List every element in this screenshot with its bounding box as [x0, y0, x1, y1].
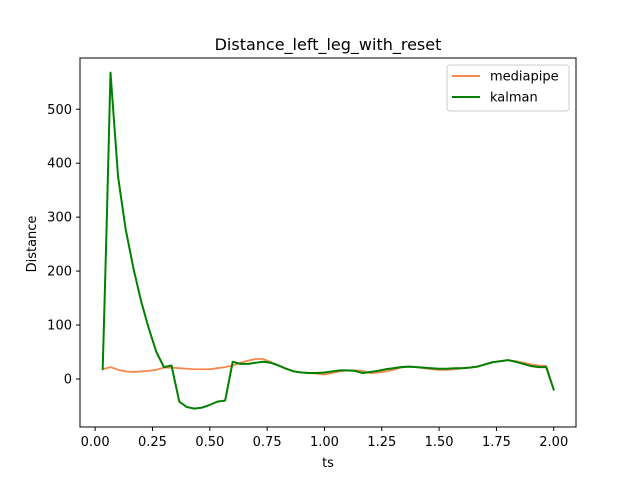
y-axis: 0 100 200 300 400 500: [47, 103, 80, 387]
x-tick-label: 1.25: [367, 435, 396, 450]
x-tick-label: 1.75: [482, 435, 511, 450]
legend-label-kalman: kalman: [490, 91, 538, 106]
x-axis: 0.00 0.25 0.50 0.75 1.00 1.25 1.50 1.75 2.00: [81, 427, 568, 450]
y-tick-label: 0: [64, 372, 72, 387]
x-tick-label: 0.00: [81, 435, 110, 450]
axes-frame: [79, 57, 577, 428]
y-tick-label: 300: [47, 211, 72, 226]
chart-title: Distance_left_leg_with_reset: [215, 35, 442, 55]
y-tick-label: 100: [47, 319, 72, 334]
x-tick-label: 1.50: [425, 435, 454, 450]
x-tick-label: 2.00: [539, 435, 568, 450]
series-line-kalman: [101, 71, 555, 410]
x-tick-label: 0.25: [138, 435, 167, 450]
y-axis-label: Distance: [25, 216, 40, 273]
legend-label-mediapipe: mediapipe: [490, 70, 559, 85]
plot-area: [79, 57, 577, 428]
x-tick-label: 0.50: [195, 435, 224, 450]
y-tick-label: 400: [47, 157, 72, 172]
y-tick-label: 500: [47, 103, 72, 118]
x-tick-label: 0.75: [253, 435, 282, 450]
x-axis-label: ts: [322, 456, 334, 471]
legend: mediapipe kalman: [446, 64, 570, 112]
y-tick-label: 200: [47, 265, 72, 280]
x-tick-label: 1.00: [310, 435, 339, 450]
